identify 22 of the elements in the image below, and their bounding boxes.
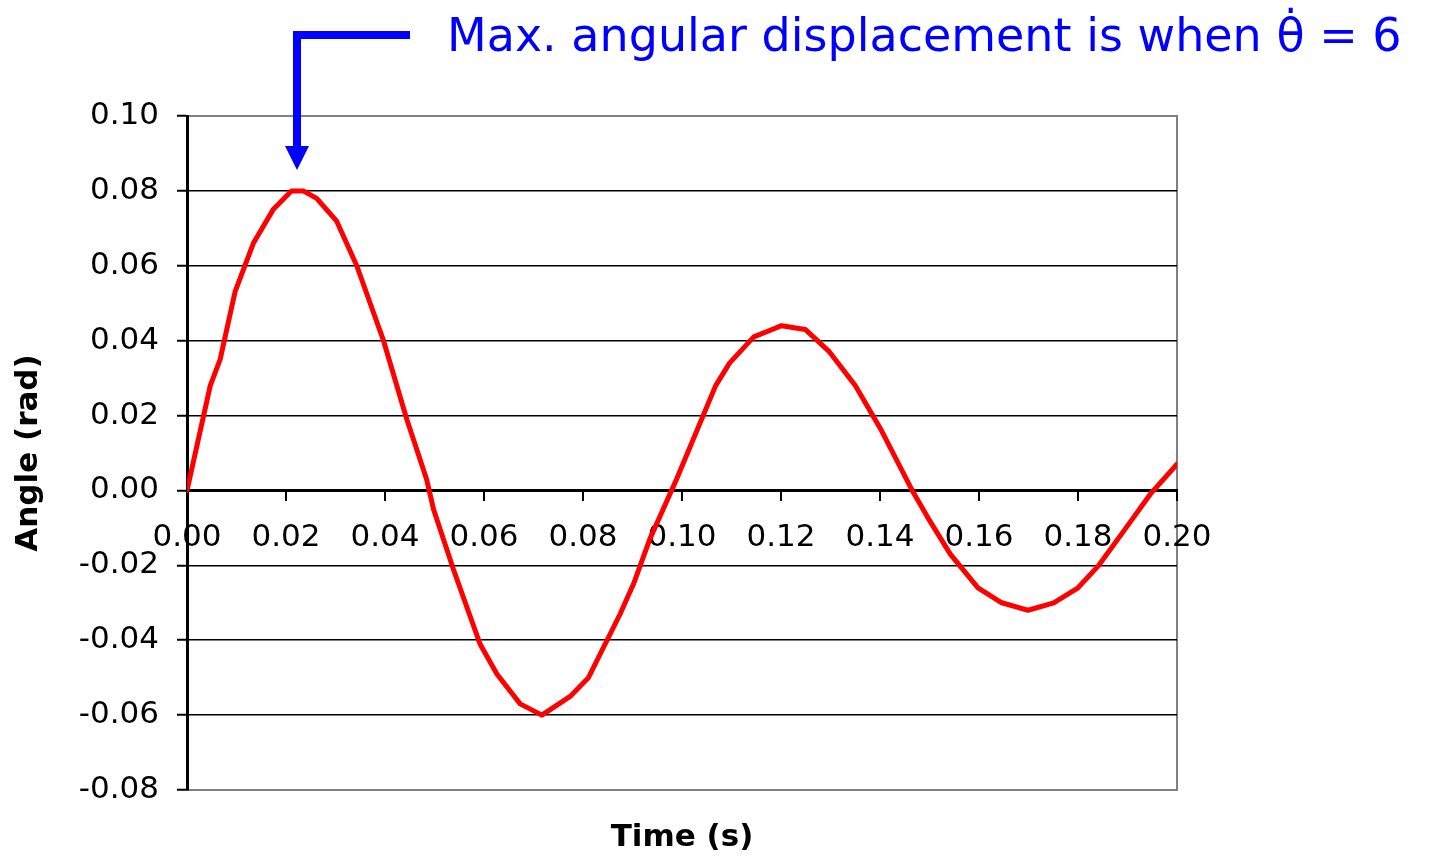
x-tick-label: 0.12 [746,517,816,554]
x-tick-label: 0.04 [350,517,420,554]
text: Max. angular displacement is when θ̇ = 6 [447,8,1402,62]
y-tick-label: -0.08 [78,769,159,806]
x-tick-label: 0.18 [1043,517,1113,554]
x-tick-label: 0.02 [251,517,321,554]
x-tick-label: 0.06 [449,517,519,554]
y-axis-title: Angle (rad) [7,354,44,552]
y-tick-label: -0.02 [78,544,159,581]
y-tick-label: 0.10 [89,95,159,132]
x-tick-label: 0.16 [944,517,1014,554]
y-tick-label: 0.06 [89,244,159,281]
y-tick-label: 0.00 [89,469,159,506]
x-tick-label: 0.14 [845,517,915,554]
x-tick-label: 0.20 [1142,517,1212,554]
y-tick-label: 0.08 [89,169,159,206]
x-tick-label: 0.08 [548,517,618,554]
y-tick-label: -0.04 [78,619,159,656]
y-tick-label: -0.06 [78,694,159,731]
x-axis-title: Time (s) [610,817,754,854]
y-tick-label: 0.02 [89,394,159,431]
y-tick-label: 0.04 [89,319,159,356]
